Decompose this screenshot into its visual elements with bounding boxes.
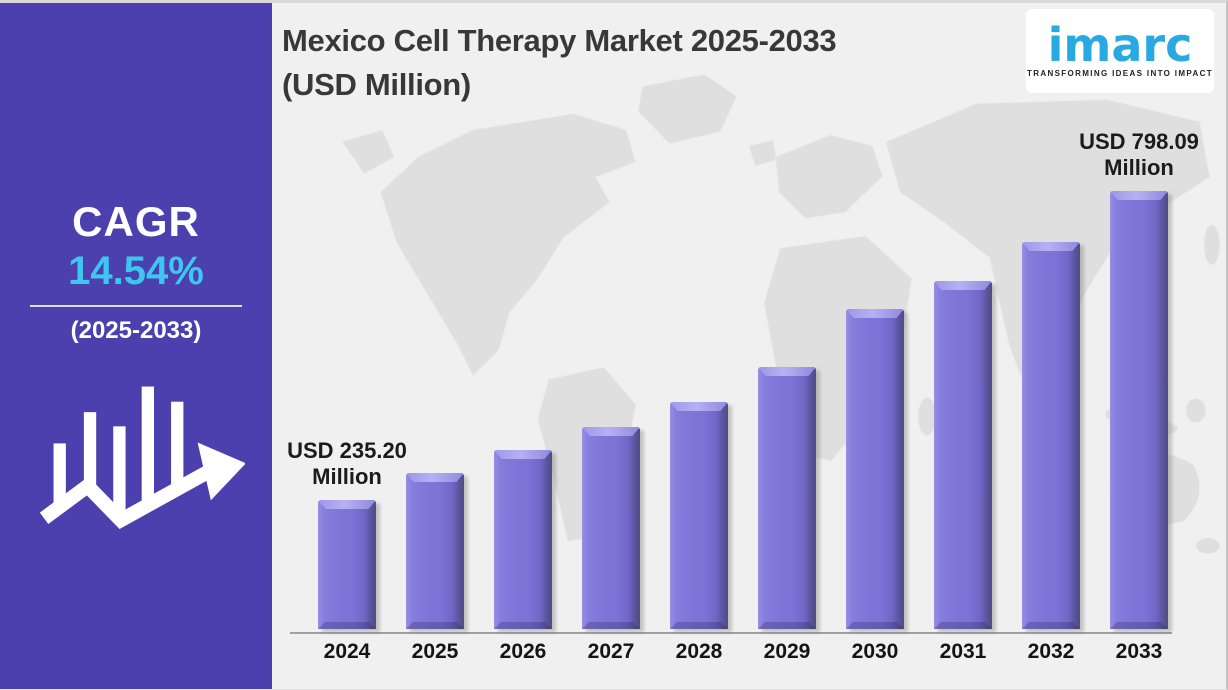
bar-2032: [1022, 242, 1080, 629]
bar-group-2029: 2029: [758, 367, 816, 663]
bar-group-2033: 2033 USD 798.09 Million: [1079, 129, 1199, 663]
bar-group-2031: 2031: [934, 281, 992, 663]
bar-group-2030: 2030: [846, 309, 904, 663]
bar-2025: [406, 473, 464, 629]
year-label-2031: 2031: [939, 640, 987, 663]
bars-row: 2024 USD 235.20 Million 2025 2026 2027 20…: [287, 129, 1199, 663]
world-map-watermark: [341, 73, 1221, 555]
page-title-line1: Mexico Cell Therapy Market 2025-2033: [282, 23, 837, 58]
cagr-label: CAGR: [72, 198, 200, 245]
year-label-2024: 2024: [323, 640, 371, 663]
value-label-line2: Million: [312, 464, 382, 489]
value-label-line1: USD 235.20: [287, 438, 407, 463]
bar-2027: [582, 427, 640, 629]
bar-2031: [934, 281, 992, 629]
page-title: Mexico Cell Therapy Market 2025-2033 (US…: [282, 19, 837, 107]
value-label-2033: USD 798.09 Million: [1044, 129, 1226, 181]
cagr-value: 14.54%: [68, 249, 204, 293]
bar-2033: [1110, 191, 1168, 629]
year-label-2028: 2028: [675, 640, 723, 663]
value-label-line1: USD 798.09: [1079, 129, 1199, 154]
year-label-2029: 2029: [763, 640, 811, 663]
bar-group-2025: 2025: [406, 473, 464, 663]
page-title-line2: (USD Million): [282, 67, 471, 102]
bar-group-2026: 2026: [494, 450, 552, 663]
imarc-logo: imarc TRANSFORMING IDEAS INTO IMPACT: [1026, 9, 1214, 93]
bar-group-2024: 2024 USD 235.20 Million: [287, 438, 407, 663]
growth-chart-arrow-icon: [27, 371, 246, 572]
bar-2024: [318, 500, 376, 629]
year-label-2032: 2032: [1027, 640, 1075, 663]
cagr-divider: [30, 305, 242, 307]
value-label-2024: USD 235.20 Million: [252, 438, 442, 490]
bar-2030: [846, 309, 904, 629]
year-label-2027: 2027: [587, 640, 635, 663]
year-label-2026: 2026: [499, 640, 547, 663]
cagr-sidebar: CAGR 14.54% (2025-2033): [0, 3, 272, 689]
year-label-2030: 2030: [851, 640, 899, 663]
chart-area: Mexico Cell Therapy Market 2025-2033 (US…: [272, 3, 1226, 689]
cagr-block: CAGR 14.54% (2025-2033): [0, 201, 272, 345]
bar-2028: [670, 402, 728, 629]
x-axis-line: [290, 632, 1172, 634]
imarc-logo-tagline: TRANSFORMING IDEAS INTO IMPACT: [1027, 69, 1213, 79]
bar-group-2032: 2032: [1022, 242, 1080, 663]
value-label-line2: Million: [1104, 155, 1174, 180]
bar-group-2027: 2027: [582, 427, 640, 663]
bar-2029: [758, 367, 816, 629]
year-label-2025: 2025: [411, 640, 459, 663]
year-label-2033: 2033: [1115, 640, 1163, 663]
imarc-logo-wordmark: imarc: [1047, 17, 1193, 72]
bar-2026: [494, 450, 552, 629]
bar-group-2028: 2028: [670, 402, 728, 663]
cagr-period: (2025-2033): [70, 317, 202, 344]
